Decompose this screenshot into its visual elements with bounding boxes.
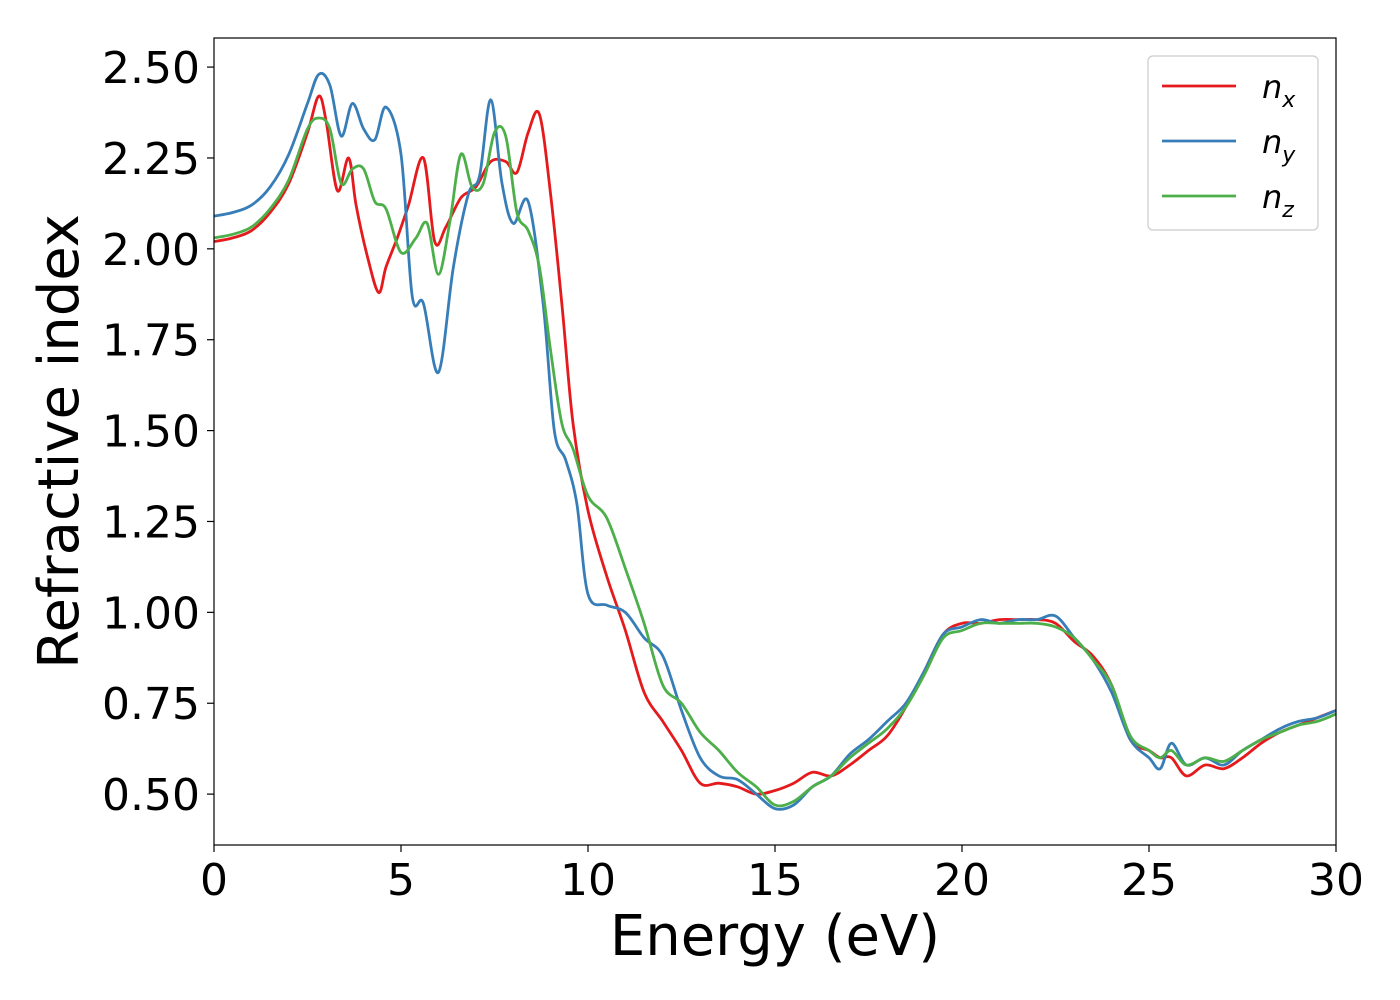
legend-label-base: n (1262, 123, 1282, 161)
legend-label-x: nx (1262, 68, 1296, 113)
legend-label-subscript: y (1281, 143, 1296, 168)
legend-label-base: n (1262, 178, 1282, 216)
legend-box (1147, 55, 1319, 231)
y-tick-label: 0.75 (102, 679, 200, 730)
series-layer (214, 71, 1336, 811)
y-tick-label: 2.50 (102, 43, 200, 94)
y-tick-label: 1.50 (102, 407, 200, 458)
y-tick-label: 2.00 (102, 225, 200, 276)
x-tick-label: 0 (200, 855, 228, 906)
x-tick-label: 15 (747, 855, 803, 906)
series-line-z (214, 116, 1336, 808)
x-tick-label: 30 (1308, 855, 1364, 906)
legend-label-base: n (1262, 68, 1282, 106)
x-tick-label: 25 (1121, 855, 1177, 906)
y-tick-label: 0.50 (102, 770, 200, 821)
legend-label-z: nz (1262, 178, 1294, 223)
x-tick-label: 20 (934, 855, 990, 906)
x-tick-label: 5 (387, 855, 415, 906)
y-axis-ticks: 0.50 0.75 1.00 1.25 1.50 1.75 2.00 2.25 2.50 (102, 43, 214, 821)
y-tick-label: 1.75 (102, 316, 200, 367)
y-tick-label: 1.25 (102, 497, 200, 548)
y-tick-label: 1.00 (102, 588, 200, 639)
legend-label-y: ny (1262, 123, 1296, 168)
legend-label-subscript: z (1281, 198, 1294, 223)
series-line-y (214, 71, 1336, 811)
x-axis-title: Energy (eV) (610, 904, 940, 969)
x-tick-label: 10 (560, 855, 616, 906)
x-axis-ticks: 0 5 10 15 20 25 30 (200, 845, 1364, 906)
y-axis-title: Refractive index (27, 214, 92, 669)
legend-label-subscript: x (1281, 88, 1296, 113)
y-tick-label: 2.25 (102, 134, 200, 185)
